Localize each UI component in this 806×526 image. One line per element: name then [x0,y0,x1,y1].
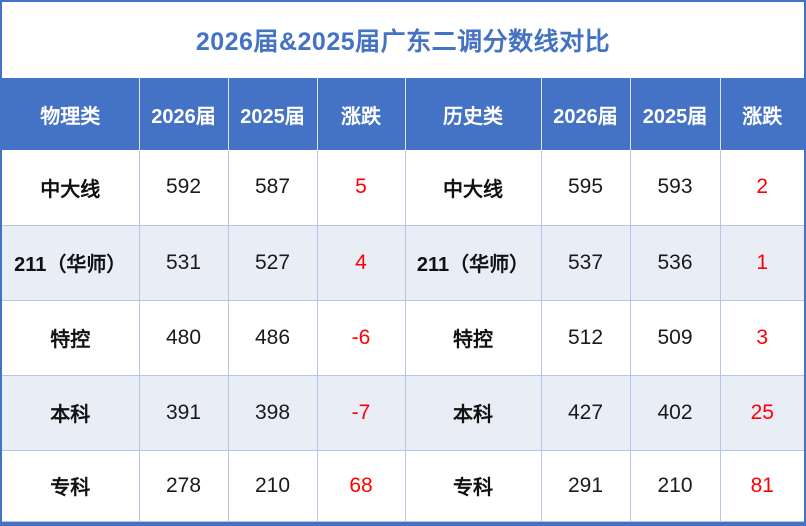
row-label-physics: 中大线 [2,150,140,226]
score-cell: 537 [540,224,631,301]
table-header-row: 物理类 2026届 2025届 涨跌 历史类 2026届 2025届 涨跌 [2,78,804,150]
score-cell: 531 [138,224,229,301]
score-cell: 291 [540,449,631,522]
table-row-zhongda: 中大线 592 587 5 中大线 595 593 2 [2,150,804,226]
score-cell: 593 [629,150,721,226]
score-cell: 486 [227,299,318,376]
change-cell: 2 [719,150,804,226]
table-row-zhuanke: 专科 278 210 68 专科 291 210 81 [2,449,804,522]
change-cell: 4 [316,224,406,301]
bottom-border-bar [2,521,804,524]
score-table: 物理类 2026届 2025届 涨跌 历史类 2026届 2025届 涨跌 中大… [2,78,804,522]
change-cell: -6 [316,299,406,376]
page-title: 2026届&2025届广东二调分数线对比 [195,28,611,56]
score-cell: 278 [138,449,229,522]
score-cell: 592 [138,150,229,226]
change-cell: 5 [316,150,406,226]
score-cell: 391 [138,374,229,451]
row-label-physics: 专科 [2,449,140,522]
row-label-physics: 211（华师） [2,224,140,301]
col-header-change-history: 涨跌 [720,78,804,150]
score-cell: 512 [540,299,631,376]
score-cell: 210 [227,449,318,522]
change-cell: 68 [316,449,406,522]
score-cell: 398 [227,374,318,451]
change-cell: -7 [316,374,406,451]
row-label-physics: 本科 [2,374,140,451]
table-row-benke: 本科 391 398 -7 本科 427 402 25 [2,374,804,451]
title-bar: 2026届&2025届广东二调分数线对比 [2,2,804,78]
col-header-2025-physics: 2025届 [228,78,318,150]
row-label-history: 本科 [404,374,542,451]
row-label-physics: 特控 [2,299,140,376]
change-cell: 81 [719,449,804,522]
score-cell: 587 [227,150,318,226]
score-cell: 536 [629,224,721,301]
change-cell: 25 [719,374,804,451]
change-cell: 3 [719,299,804,376]
table-row-211: 211（华师） 531 527 4 211（华师） 537 536 1 [2,224,804,301]
score-cell: 480 [138,299,229,376]
table-row-tekong: 特控 480 486 -6 特控 512 509 3 [2,299,804,376]
score-cell: 527 [227,224,318,301]
col-header-2026-physics: 2026届 [139,78,229,150]
score-cell: 427 [540,374,631,451]
score-cell: 402 [629,374,721,451]
row-label-history: 中大线 [404,150,542,226]
score-cell: 210 [629,449,721,522]
score-cell: 595 [540,150,631,226]
score-cell: 509 [629,299,721,376]
row-label-history: 特控 [404,299,542,376]
col-header-2026-history: 2026届 [541,78,631,150]
row-label-history: 211（华师） [404,224,542,301]
col-header-history: 历史类 [405,78,542,150]
row-label-history: 专科 [404,449,542,522]
change-cell: 1 [719,224,804,301]
col-header-change-physics: 涨跌 [317,78,406,150]
col-header-2025-history: 2025届 [630,78,721,150]
col-header-physics: 物理类 [2,78,140,150]
